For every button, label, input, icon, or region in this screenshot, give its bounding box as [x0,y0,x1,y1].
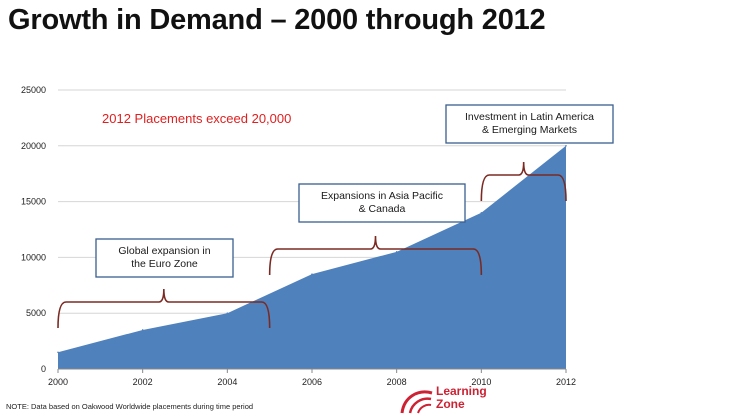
bracket-asia [268,235,483,276]
area-series [58,145,566,369]
y-tick-label: 5000 [26,308,46,318]
annotation-box-latam [445,104,614,144]
x-tick-label: 2010 [471,377,491,387]
annotations: 2012 Placements exceed 20,000 Global expa… [57,104,614,329]
y-tick-label: 15000 [21,197,46,207]
x-tick-label: 2002 [133,377,153,387]
data-point [141,329,144,331]
page-title: Growth in Demand – 2000 through 2012 [8,4,546,36]
data-point [480,211,483,214]
data-point [226,312,229,315]
annotation-box-global [95,238,234,278]
y-tick-label: 20000 [21,141,46,151]
annotation-box-asia [298,183,466,223]
annotation-text-global: the Euro Zone [131,258,198,270]
placements-callout: 2012 Placements exceed 20,000 [102,111,291,126]
logo-line-2: Zone [436,397,465,411]
data-point [395,251,398,253]
y-tick-label: 10000 [21,252,46,262]
annotation-text-asia: & Canada [359,203,406,215]
learning-zone-logo: Learning Zone [398,383,528,415]
annotation-text-latam: Investment in Latin America [465,111,594,123]
x-tick-label: 2006 [302,377,322,387]
data-area [57,145,567,369]
footnote: NOTE: Data based on Oakwood Worldwide pl… [6,402,254,411]
x-tick-label: 2000 [48,377,68,387]
y-tick-label: 0 [41,364,46,374]
data-point [57,351,59,354]
data-point [311,273,313,275]
bracket-latam [480,161,567,202]
axes: 0 5000 10000 15000 20000 25000 2000 2002 2004 200… [21,85,576,387]
annotation-text-latam: & Emerging Markets [482,124,577,136]
x-tick-label: 2008 [387,377,407,387]
data-point [565,145,567,147]
logo-text: Learning Zone [436,385,487,411]
bracket-global [57,288,271,329]
y-tick-label: 25000 [21,85,46,95]
swirl-icon [400,390,433,414]
x-tick-label: 2004 [217,377,237,387]
logo-line-1: Learning [436,384,487,398]
annotation-text-global: Global expansion in [118,245,210,257]
x-tick-label: 2012 [556,377,576,387]
annotation-text-asia: Expansions in Asia Pacific [321,190,443,202]
